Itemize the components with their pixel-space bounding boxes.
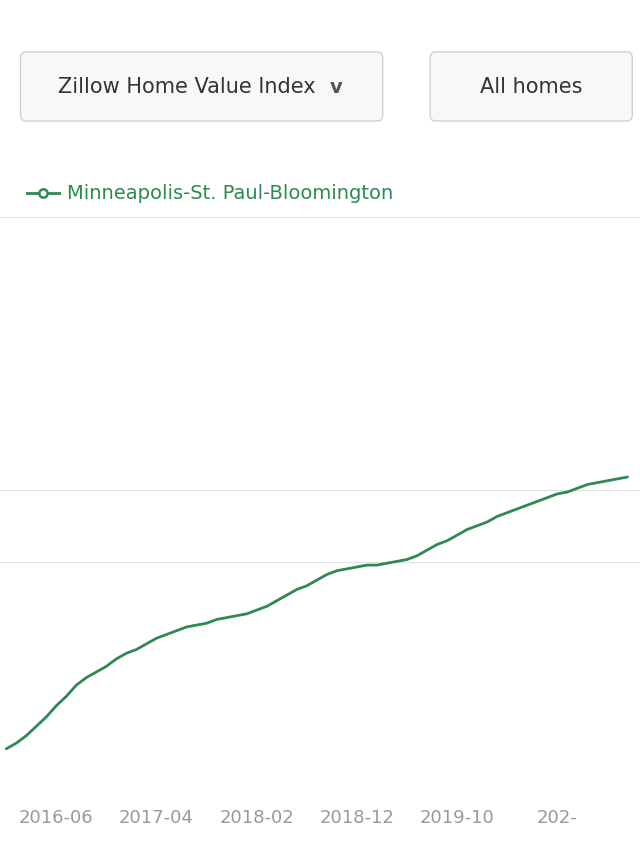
Text: Zillow Home Value Index: Zillow Home Value Index (58, 78, 316, 97)
Text: Minneapolis-St. Paul-Bloomington: Minneapolis-St. Paul-Bloomington (67, 184, 394, 203)
Text: All homes: All homes (480, 78, 582, 97)
Text: v: v (330, 78, 342, 97)
